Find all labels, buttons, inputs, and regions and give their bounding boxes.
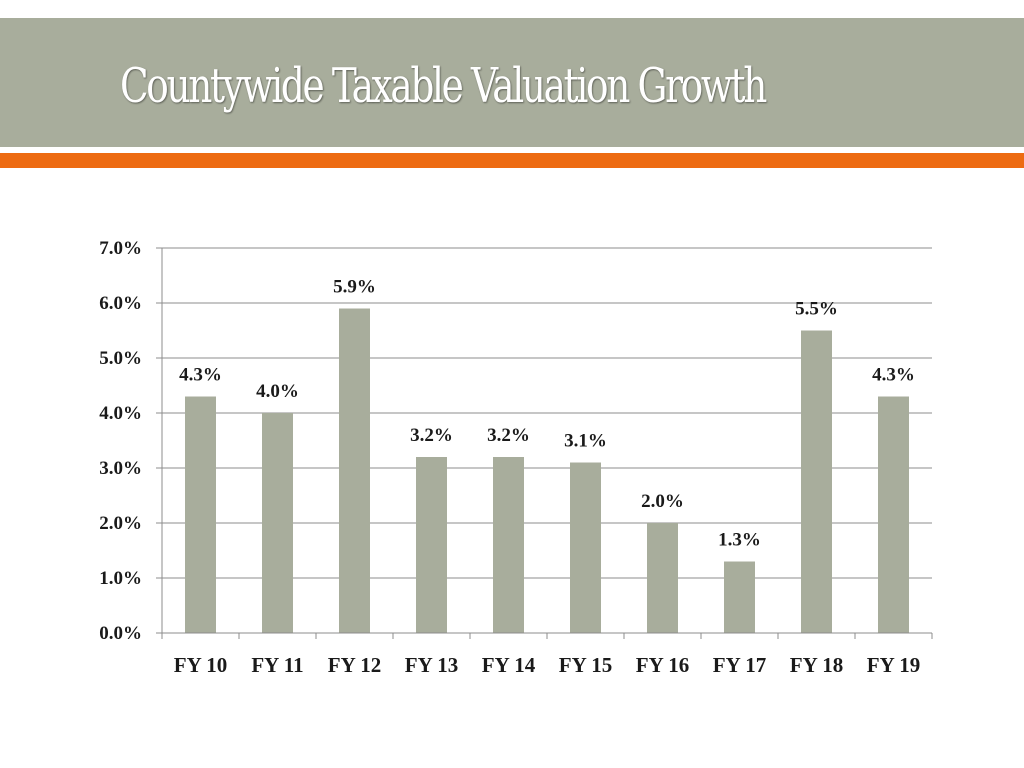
data-label: 3.2% <box>410 425 453 446</box>
data-label: 4.3% <box>872 365 915 386</box>
x-tick-label: FY 10 <box>174 653 227 677</box>
x-tick-labels: FY 10 FY 11 FY 12 FY 13 FY 14 FY 15 FY 16 FY 17… <box>174 653 920 677</box>
y-tick-label: 1.0% <box>99 568 142 589</box>
y-tick-labels: 0.0% 1.0% 2.0% 3.0% 4.0% 5.0% 6.0% 7.0% <box>99 238 142 644</box>
y-tick-label: 4.0% <box>99 403 142 424</box>
data-label: 3.1% <box>564 431 607 452</box>
x-tick-label: FY 11 <box>251 653 303 677</box>
bars <box>185 308 909 633</box>
x-tick-label: FY 16 <box>636 653 689 677</box>
x-tick-label: FY 17 <box>713 653 766 677</box>
axes <box>156 247 933 639</box>
bar <box>416 457 447 633</box>
y-tick-label: 2.0% <box>99 513 142 534</box>
bar <box>262 413 293 633</box>
y-tick-label: 3.0% <box>99 458 142 479</box>
accent-bar <box>0 153 1024 168</box>
bar <box>647 523 678 633</box>
x-tick-label: FY 12 <box>328 653 381 677</box>
data-label: 3.2% <box>487 425 530 446</box>
y-tick-label: 5.0% <box>99 348 142 369</box>
x-tick-label: FY 19 <box>867 653 920 677</box>
x-tick-label: FY 15 <box>559 653 612 677</box>
bar <box>878 396 909 633</box>
bar <box>801 330 832 633</box>
y-tick-label: 6.0% <box>99 293 142 314</box>
bar <box>339 308 370 633</box>
bar <box>493 457 524 633</box>
data-label: 2.0% <box>641 491 684 512</box>
bar <box>570 462 601 633</box>
y-tick-label: 0.0% <box>99 623 142 644</box>
title-band <box>0 18 1024 147</box>
x-tick-label: FY 14 <box>482 653 536 677</box>
slide-title: Countywide Taxable Valuation Growth <box>120 58 767 114</box>
data-labels: 4.3% 4.0% 5.9% 3.2% 3.2% 3.1% 2.0% 1.3% 5.5% 4.3% <box>179 277 915 551</box>
data-label: 5.5% <box>795 299 838 320</box>
x-tick-label: FY 13 <box>405 653 458 677</box>
data-label: 4.3% <box>179 365 222 386</box>
data-label: 5.9% <box>333 277 376 298</box>
data-label: 1.3% <box>718 530 761 551</box>
data-label: 4.0% <box>256 381 299 402</box>
y-tick-label: 7.0% <box>99 238 142 259</box>
bar <box>185 396 216 633</box>
bar <box>724 561 755 633</box>
x-tick-label: FY 18 <box>790 653 843 677</box>
